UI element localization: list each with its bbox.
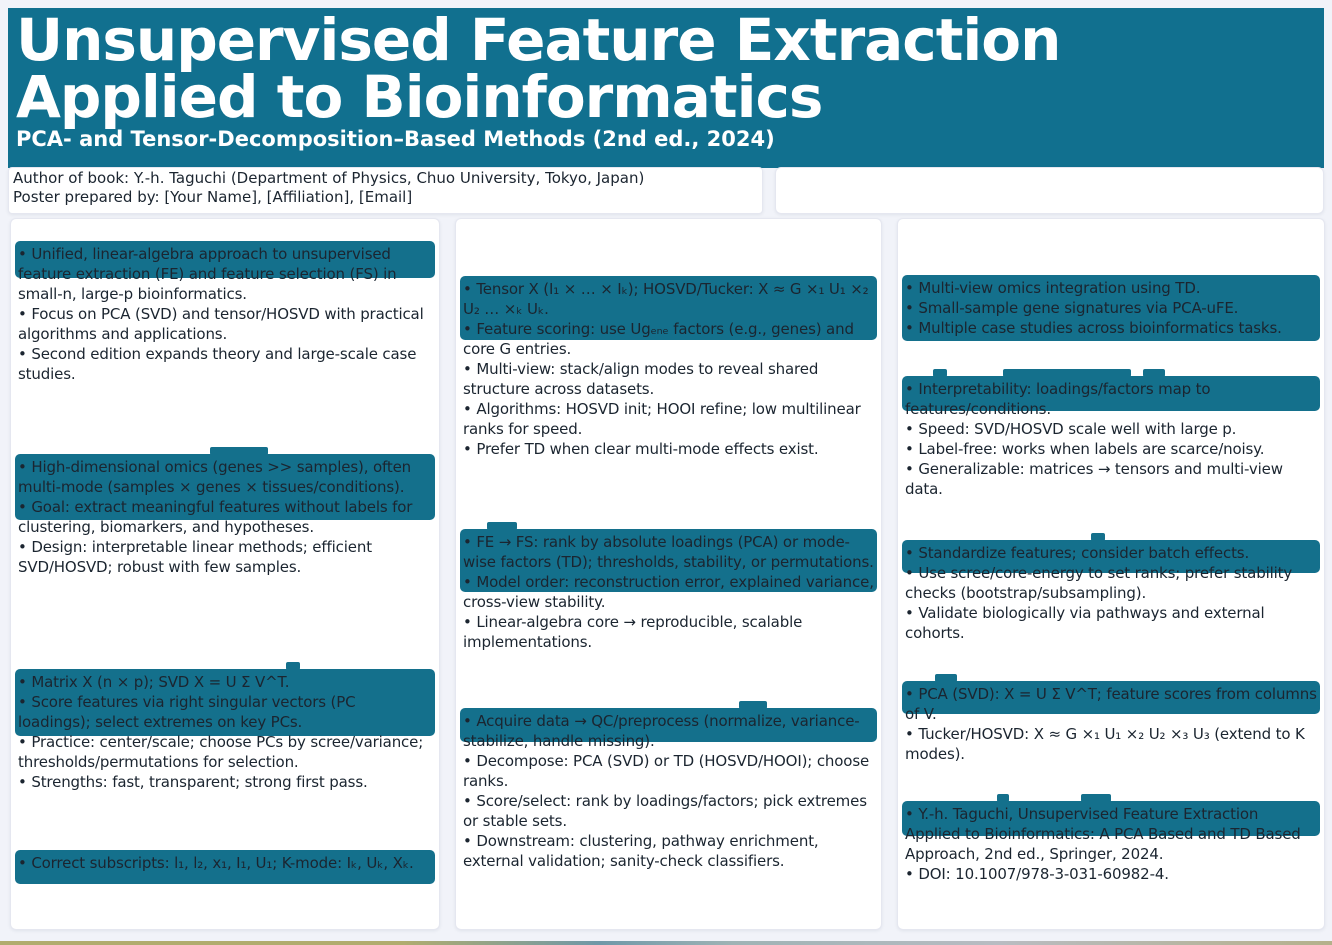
bullet: Tensor X (I₁ × … × Iₖ); HOSVD/Tucker: X … xyxy=(463,279,874,319)
bullet: Decompose: PCA (SVD) or TD (HOSVD/HOOI);… xyxy=(463,751,874,791)
section-pca-svd-method: Matrix X (n × p); SVD X = U Σ V^T. Score… xyxy=(15,662,435,792)
column-1-card: Unified, linear-algebra approach to unsu… xyxy=(10,218,440,930)
bullet: Correct subscripts: l₁, l₂, x₁, I₁, U₁; … xyxy=(18,853,432,873)
section-overview: Unified, linear-algebra approach to unsu… xyxy=(15,241,435,384)
bullet: Strengths: fast, transparent; strong fir… xyxy=(18,772,432,792)
bullet: Algorithms: HOSVD init; HOOI refine; low… xyxy=(463,399,874,439)
bullet: Use scree/core-energy to set ranks; pref… xyxy=(905,563,1317,603)
bullet: Tucker/HOSVD: X ≈ G ×₁ U₁ ×₂ U₂ ×₃ U₃ (e… xyxy=(905,724,1317,764)
bullet: Focus on PCA (SVD) and tensor/HOSVD with… xyxy=(18,304,432,344)
section-workflow: Acquire data → QC/preprocess (normalize,… xyxy=(460,701,877,871)
bullet: PCA (SVD): X = U Σ V^T; feature scores f… xyxy=(905,684,1317,724)
bullet: Matrix X (n × p); SVD X = U Σ V^T. xyxy=(18,672,432,692)
heading-remnant xyxy=(935,674,957,682)
section-key-formulas: PCA (SVD): X = U Σ V^T; feature scores f… xyxy=(902,674,1320,764)
bullet: Linear-algebra core → reproducible, scal… xyxy=(463,612,874,652)
bullet: High-dimensional omics (genes >> samples… xyxy=(18,457,432,497)
poster-banner: Unsupervised Feature Extraction Applied … xyxy=(8,8,1324,168)
section-notation: Correct subscripts: l₁, l₂, x₁, I₁, U₁; … xyxy=(15,850,435,884)
section-tensor-decomposition: Tensor X (I₁ × … × Iₖ); HOSVD/Tucker: X … xyxy=(460,276,877,459)
bullet: Label-free: works when labels are scarce… xyxy=(905,439,1317,459)
bullet: DOI: 10.1007/978-3-031-60982-4. xyxy=(905,864,1317,884)
column-2-card: Tensor X (I₁ × … × Iₖ); HOSVD/Tucker: X … xyxy=(455,218,882,930)
section-applications: Multi-view omics integration using TD. S… xyxy=(902,275,1320,341)
bullet: Multi-view: stack/align modes to reveal … xyxy=(463,359,874,399)
bullet: Small-sample gene signatures via PCA-uFE… xyxy=(905,298,1317,318)
bullet: Generalizable: matrices → tensors and mu… xyxy=(905,459,1317,499)
bullet: Standardize features; consider batch eff… xyxy=(905,543,1317,563)
heading-remnant xyxy=(1081,794,1111,802)
bullet: Speed: SVD/HOSVD scale well with large p… xyxy=(905,419,1317,439)
bullet: Model order: reconstruction error, expla… xyxy=(463,572,874,612)
bullet: Goal: extract meaningful features withou… xyxy=(18,497,432,537)
bullet: Design: interpretable linear methods; ef… xyxy=(18,537,432,577)
bullet: Downstream: clustering, pathway enrichme… xyxy=(463,831,874,871)
bullet: Score/select: rank by loadings/factors; … xyxy=(463,791,874,831)
section-background: High-dimensional omics (genes >> samples… xyxy=(15,447,435,577)
heading-remnant xyxy=(1003,369,1131,377)
author-line: Author of book: Y.-h. Taguchi (Departmen… xyxy=(13,169,645,187)
heading-remnant xyxy=(1143,369,1165,377)
heading-remnant xyxy=(1091,533,1105,541)
bullet: Score features via right singular vector… xyxy=(18,692,432,732)
page-subtitle: PCA- and Tensor-Decomposition–Based Meth… xyxy=(16,127,775,151)
footer-strip xyxy=(0,941,1332,945)
section-advantages: Interpretability: loadings/factors map t… xyxy=(902,369,1320,499)
section-reference: Y.-h. Taguchi, Unsupervised Feature Extr… xyxy=(902,794,1320,884)
bullet: Multiple case studies across bioinformat… xyxy=(905,318,1317,338)
bullet: FE → FS: rank by absolute loadings (PCA)… xyxy=(463,532,874,572)
prepared-by-line: Poster prepared by: [Your Name], [Affili… xyxy=(13,188,413,206)
bullet: Feature scoring: use Ugₑₙₑ factors (e.g.… xyxy=(463,319,874,359)
heading-remnant xyxy=(487,522,517,530)
section-fe-vs-fs: FE → FS: rank by absolute loadings (PCA)… xyxy=(460,522,877,652)
bullet: Validate biologically via pathways and e… xyxy=(905,603,1317,643)
bullet: Second edition expands theory and large-… xyxy=(18,344,432,384)
bullet: Y.-h. Taguchi, Unsupervised Feature Extr… xyxy=(905,804,1317,864)
section-practical-tips: Standardize features; consider batch eff… xyxy=(902,533,1320,643)
logo-placeholder-card xyxy=(775,167,1324,214)
bullet: Practice: center/scale; choose PCs by sc… xyxy=(18,732,432,772)
page-title: Unsupervised Feature Extraction Applied … xyxy=(16,6,1061,131)
bullet: Prefer TD when clear multi-mode effects … xyxy=(463,439,874,459)
bullet: Multi-view omics integration using TD. xyxy=(905,278,1317,298)
heading-remnant xyxy=(286,662,300,670)
heading-remnant xyxy=(210,447,268,455)
bullet: Interpretability: loadings/factors map t… xyxy=(905,379,1317,419)
heading-remnant xyxy=(997,794,1009,802)
bullet: Acquire data → QC/preprocess (normalize,… xyxy=(463,711,874,751)
heading-remnant xyxy=(739,701,767,709)
column-3-card: Multi-view omics integration using TD. S… xyxy=(897,218,1325,930)
author-card: Author of book: Y.-h. Taguchi (Departmen… xyxy=(8,167,763,214)
heading-remnant xyxy=(933,369,947,377)
bullet: Unified, linear-algebra approach to unsu… xyxy=(18,244,432,304)
